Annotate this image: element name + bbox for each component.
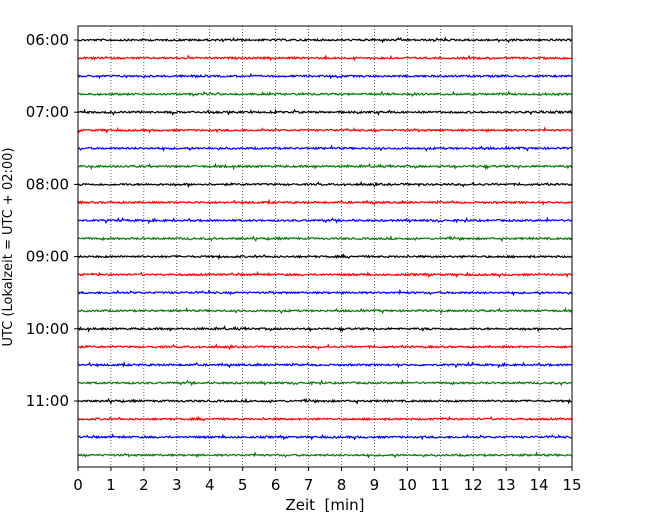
trace-0745 — [77, 162, 573, 171]
x-tick-label: 7 — [304, 476, 314, 494]
x-tick-label: 13 — [497, 476, 516, 494]
y-tick-label: 09:00 — [26, 248, 69, 266]
x-axis-ticks: 0 1 2 3 4 5 6 7 8 9 10 11 12 13 14 15 — [73, 467, 582, 494]
x-tick-label: 3 — [172, 476, 182, 494]
trace-1045 — [77, 378, 573, 387]
trace-0930 — [77, 288, 573, 297]
y-tick-label: 11:00 — [26, 392, 69, 410]
trace-lines — [77, 36, 573, 459]
trace-0845 — [77, 235, 573, 243]
y-axis-ticks: 06:00 07:00 08:00 09:00 10:00 11:00 — [26, 31, 78, 410]
x-tick-label: 11 — [431, 476, 450, 494]
trace-1145 — [77, 451, 573, 459]
trace-0915 — [77, 270, 573, 279]
x-tick-label: 2 — [139, 476, 149, 494]
x-tick-label: 6 — [271, 476, 281, 494]
x-tick-label: 0 — [73, 476, 83, 494]
trace-0945 — [77, 306, 573, 315]
trace-0815 — [77, 198, 573, 206]
trace-1030 — [77, 360, 573, 369]
trace-0800 — [77, 180, 573, 189]
x-tick-label: 8 — [337, 476, 347, 494]
trace-0830 — [77, 216, 573, 225]
x-tick-label: 10 — [398, 476, 417, 494]
trace-1115 — [77, 415, 573, 422]
x-tick-label: 12 — [464, 476, 483, 494]
x-tick-label: 15 — [562, 476, 581, 494]
x-axis-label: Zeit [min] — [285, 496, 364, 514]
trace-1100 — [77, 397, 573, 405]
trace-1130 — [77, 433, 573, 441]
x-tick-label: 14 — [530, 476, 549, 494]
x-tick-label: 5 — [238, 476, 248, 494]
x-tick-label: 1 — [106, 476, 116, 494]
plot-frame — [77, 25, 573, 468]
y-tick-label: 08:00 — [26, 175, 69, 193]
x-tick-label: 9 — [370, 476, 380, 494]
trace-0700 — [77, 108, 573, 116]
trace-0645 — [77, 90, 573, 98]
trace-0630 — [77, 73, 573, 80]
y-tick-label: 10:00 — [26, 320, 69, 338]
y-tick-label: 07:00 — [26, 103, 69, 121]
trace-0715 — [77, 126, 573, 134]
trace-0615 — [77, 54, 573, 62]
trace-0600 — [77, 36, 573, 44]
x-tick-label: 4 — [205, 476, 215, 494]
y-tick-label: 06:00 — [26, 31, 69, 49]
trace-0730 — [77, 144, 573, 152]
trace-0900 — [77, 252, 573, 261]
y-axis-label: UTC (Lokalzeit = UTC + 02:00) — [1, 148, 16, 347]
trace-1015 — [77, 343, 573, 351]
trace-1000 — [77, 325, 573, 333]
